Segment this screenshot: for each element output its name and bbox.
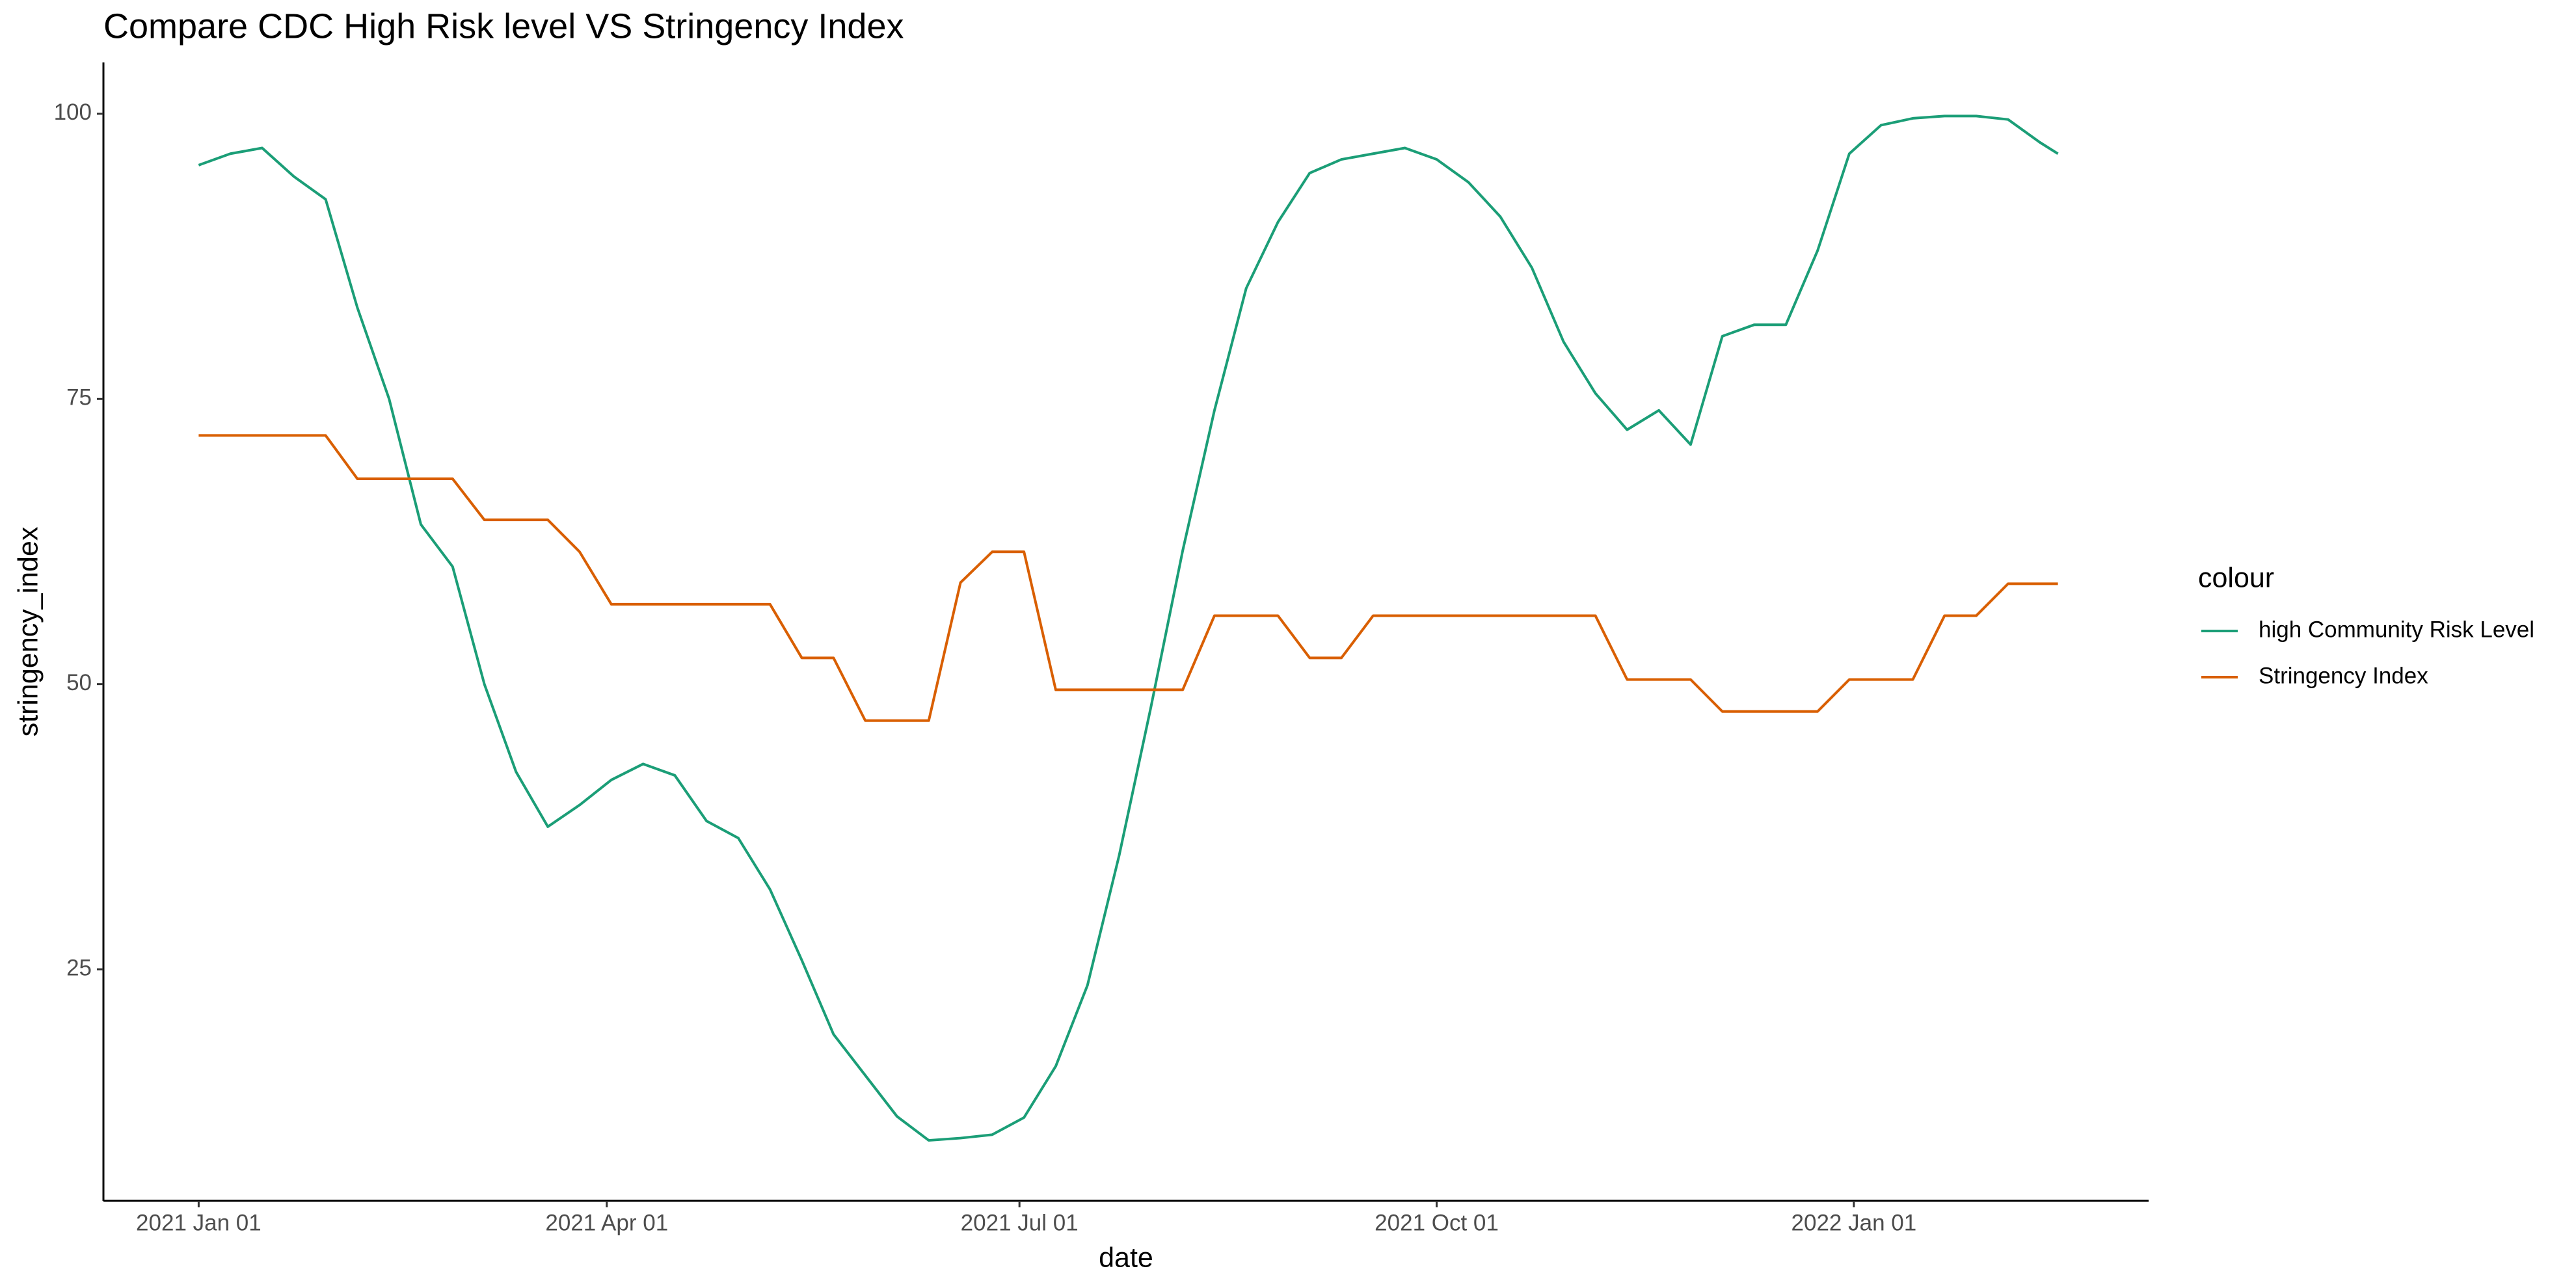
x-tick-label: 2021 Jul 01 [961,1210,1079,1235]
x-tick-label: 2022 Jan 01 [1791,1210,1917,1235]
legend-title: colour [2198,562,2274,593]
y-tick-label: 50 [66,670,92,695]
x-tick-label: 2021 Apr 01 [545,1210,668,1235]
y-axis-title: stringency_index [12,526,44,736]
x-axis-title: date [1099,1242,1153,1273]
series-line [198,434,2058,722]
y-tick-label: 75 [66,385,92,410]
x-tick-label: 2021 Jan 01 [136,1210,262,1235]
x-tick-label: 2021 Oct 01 [1375,1210,1499,1235]
legend-label: high Community Risk Level [2259,617,2534,642]
chart-title: Compare CDC High Risk level VS Stringenc… [103,7,904,46]
legend-label: Stringency Index [2259,663,2428,688]
y-tick-label: 100 [54,100,92,125]
y-tick-label: 25 [66,955,92,980]
series-line [198,114,2059,1142]
